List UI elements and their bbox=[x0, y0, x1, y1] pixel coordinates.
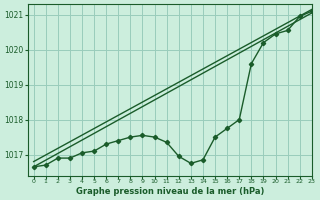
X-axis label: Graphe pression niveau de la mer (hPa): Graphe pression niveau de la mer (hPa) bbox=[76, 187, 264, 196]
